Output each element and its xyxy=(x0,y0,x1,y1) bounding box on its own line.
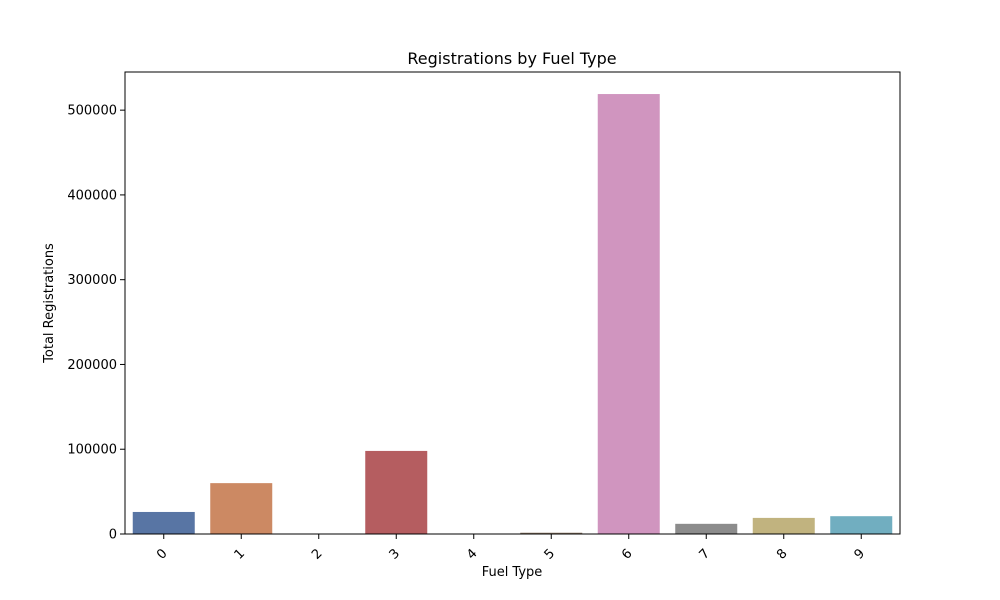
bar-8 xyxy=(752,517,815,534)
y-tick-label: 200000 xyxy=(67,358,117,373)
bar-3 xyxy=(365,450,428,534)
bar-9 xyxy=(830,516,893,534)
x-tick-label: 2 xyxy=(309,546,325,562)
x-tick-label: 1 xyxy=(232,546,248,562)
x-tick-label: 9 xyxy=(852,546,868,562)
y-tick-label: 300000 xyxy=(67,273,117,288)
x-tick-label: 4 xyxy=(464,546,480,562)
y-tick-label: 0 xyxy=(109,528,117,543)
bars-group xyxy=(132,94,893,534)
x-tick-label: 7 xyxy=(697,546,713,562)
bar-7 xyxy=(675,523,738,534)
bar-6 xyxy=(597,94,660,534)
y-axis-ticks: 0 100000 200000 300000 400000 500000 xyxy=(67,104,125,543)
x-tick-label: 5 xyxy=(542,546,558,562)
x-axis-label: Fuel Type xyxy=(482,565,543,580)
y-tick-label: 400000 xyxy=(67,188,117,203)
x-tick-label: 8 xyxy=(774,546,790,562)
x-tick-label: 3 xyxy=(387,546,403,562)
bar-5 xyxy=(520,532,583,534)
bar-1 xyxy=(210,483,273,534)
y-tick-label: 100000 xyxy=(67,443,117,458)
x-tick-label: 0 xyxy=(154,546,170,562)
chart-title: Registrations by Fuel Type xyxy=(407,49,616,68)
y-tick-label: 500000 xyxy=(67,104,117,119)
plot-frame xyxy=(124,71,901,535)
y-axis-label: Total Registrations xyxy=(42,243,57,364)
x-axis-ticks: 0 1 2 3 4 5 6 7 8 9 xyxy=(154,534,868,563)
x-tick-label: 6 xyxy=(619,546,635,562)
bar-0 xyxy=(132,511,195,534)
